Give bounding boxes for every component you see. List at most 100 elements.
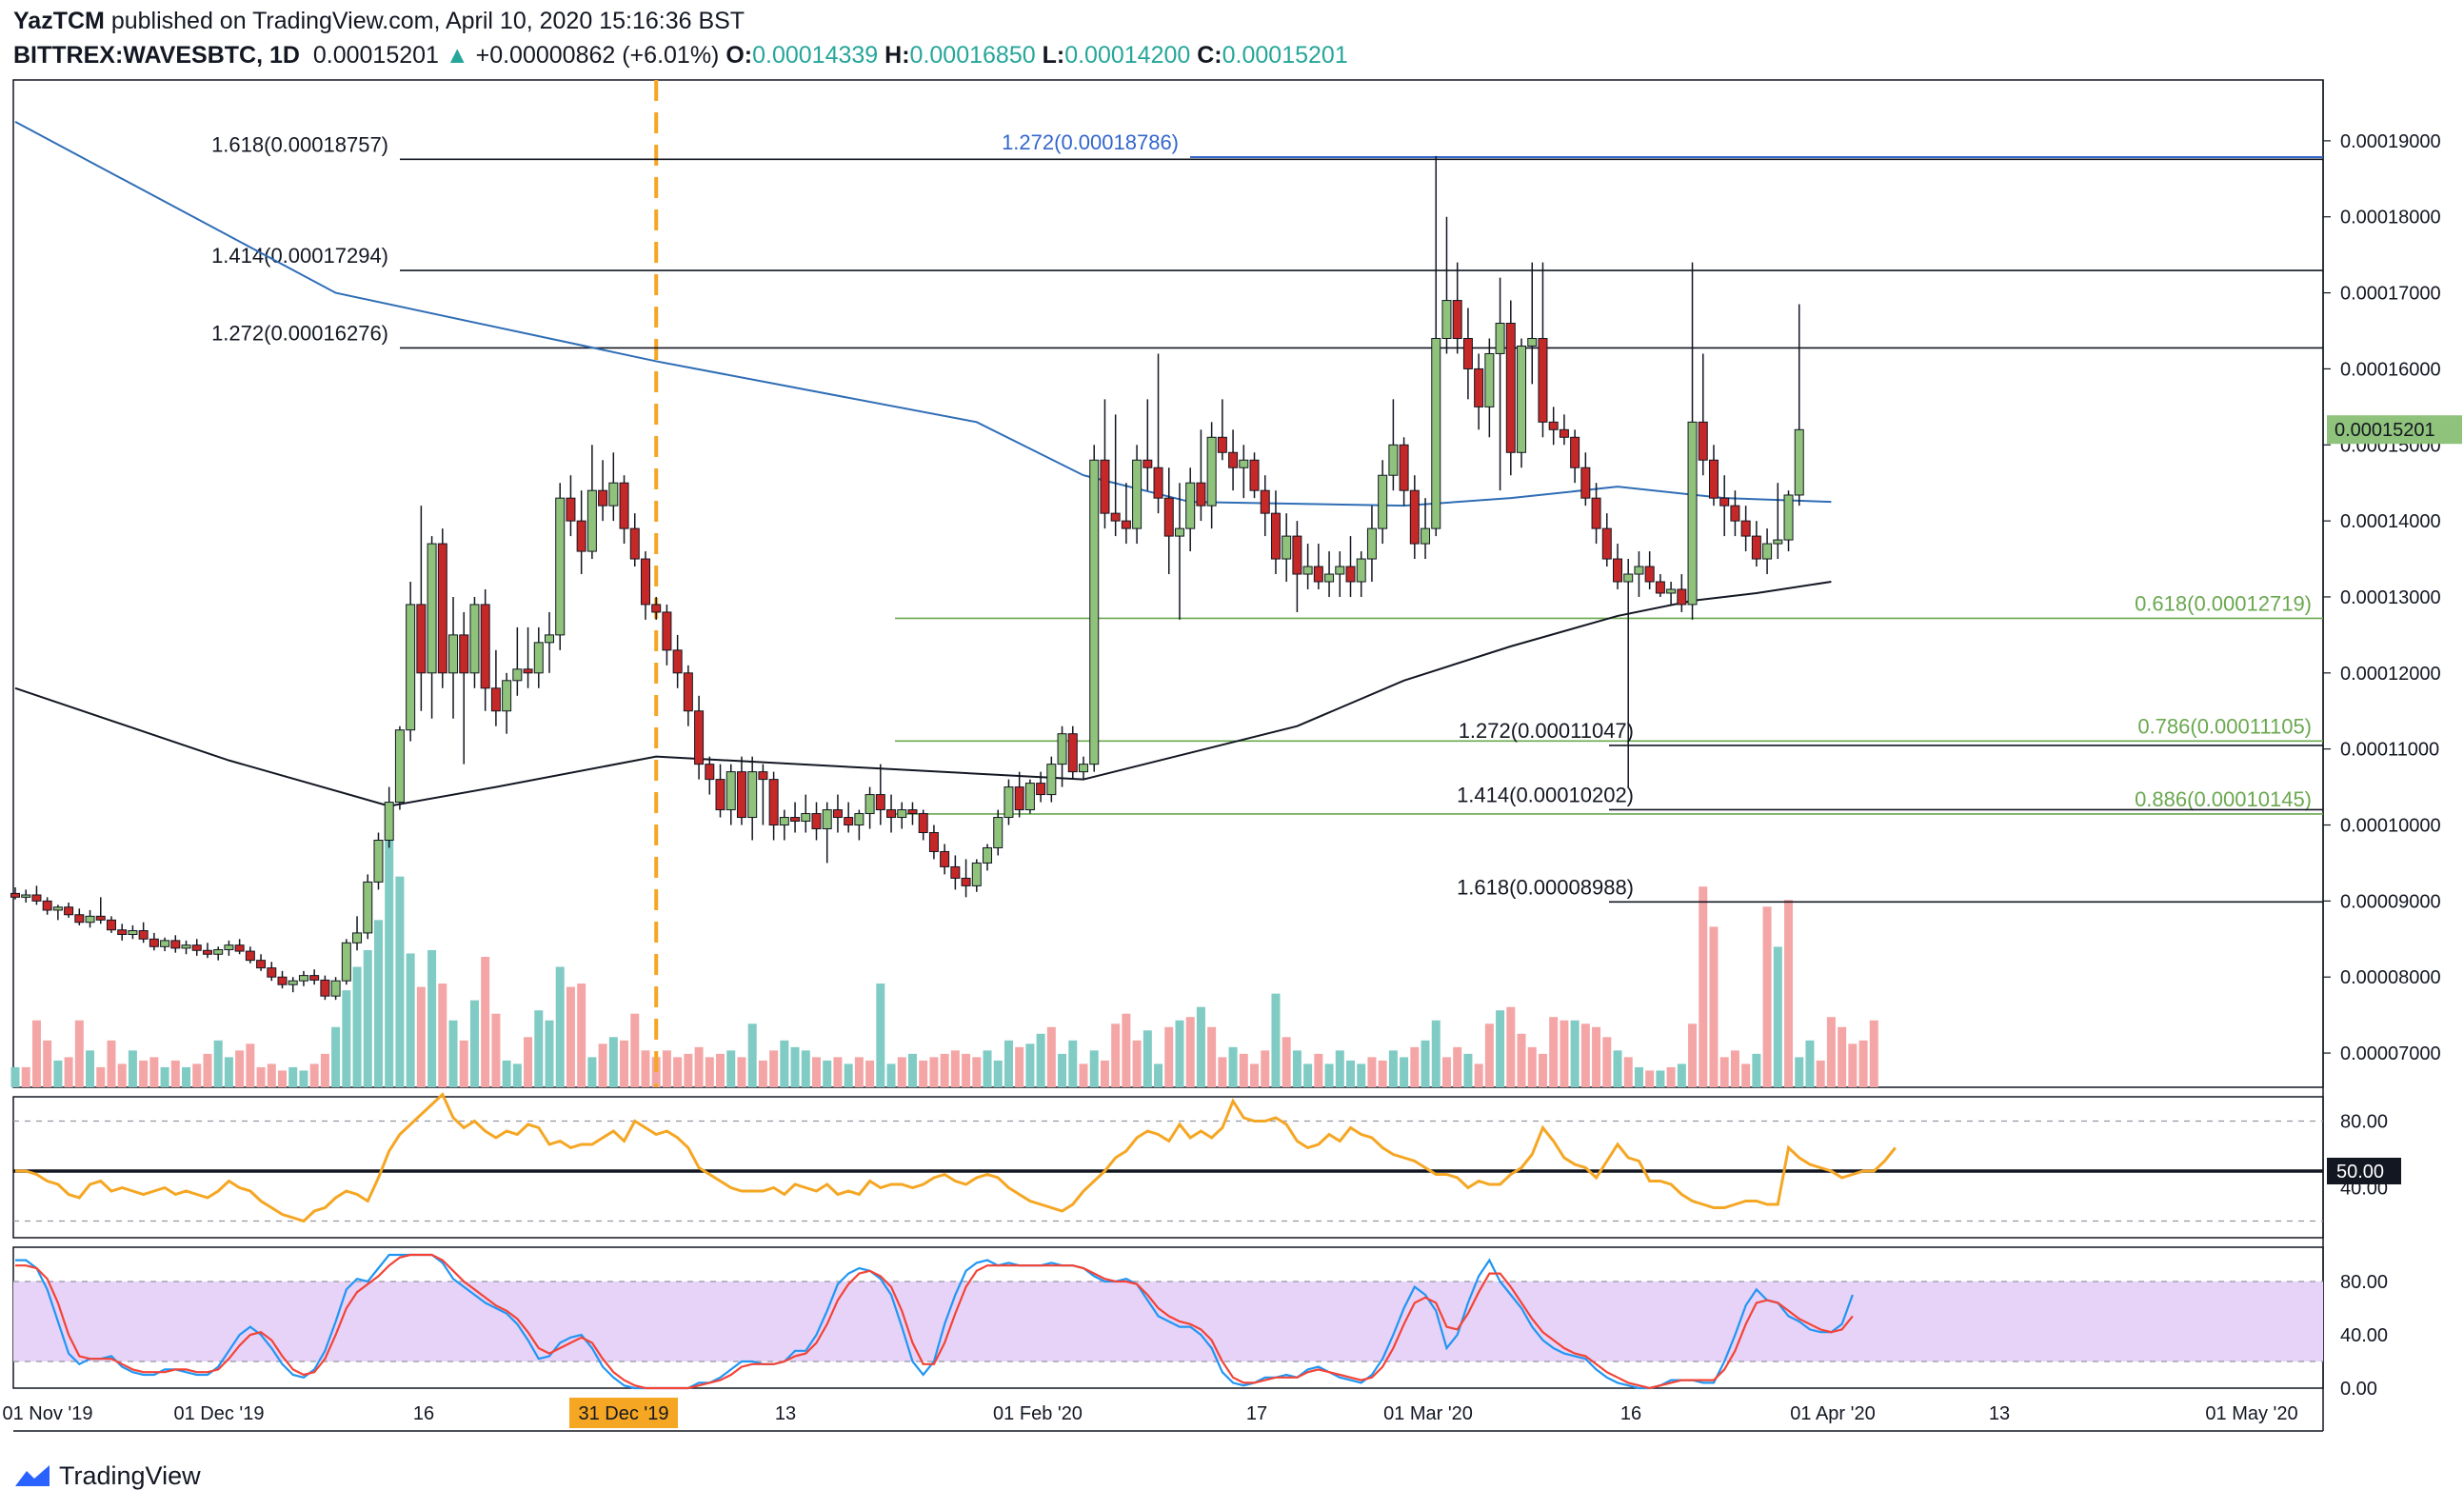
candle-body bbox=[940, 850, 950, 867]
volume-bar bbox=[1773, 946, 1782, 1087]
time-tick-label: 13 bbox=[775, 1403, 796, 1424]
tradingview-logo[interactable]: TradingView bbox=[13, 1457, 201, 1495]
volume-bar bbox=[1580, 1023, 1590, 1087]
fib-level-label: 1.618(0.00018757) bbox=[211, 132, 388, 156]
candle-body bbox=[1484, 352, 1495, 407]
candle-body bbox=[886, 809, 897, 819]
candle-body bbox=[288, 980, 298, 985]
volume-bar bbox=[534, 1010, 544, 1087]
volume-bar bbox=[769, 1050, 779, 1087]
candle-body bbox=[1057, 733, 1067, 765]
candle-body bbox=[1452, 300, 1462, 339]
volume-bar bbox=[587, 1057, 597, 1087]
candle-body bbox=[1196, 482, 1206, 507]
volume-bar bbox=[331, 1026, 341, 1087]
price-tick-label: 0.00014000 bbox=[2340, 511, 2441, 532]
volume-bar bbox=[373, 920, 383, 1087]
candle-body bbox=[149, 938, 159, 947]
candle-body bbox=[1580, 467, 1591, 499]
tradingview-logo-icon bbox=[15, 1465, 50, 1486]
candle-body bbox=[1495, 323, 1505, 354]
candle-body bbox=[1708, 459, 1719, 499]
volume-bar bbox=[1805, 1040, 1815, 1087]
chart-area[interactable]: 1.618(0.00018757) 1.414(0.00017294) 1.272(… bbox=[0, 76, 2464, 1447]
candle-body bbox=[928, 832, 939, 852]
candle-body bbox=[801, 813, 811, 823]
candle-body bbox=[918, 813, 928, 834]
time-tick-label: 01 Mar '20 bbox=[1383, 1403, 1473, 1424]
candle-body bbox=[320, 979, 330, 997]
candle-body bbox=[170, 940, 181, 949]
volume-bar bbox=[919, 1060, 928, 1087]
candle-body bbox=[160, 940, 170, 947]
volume-bar bbox=[630, 1013, 640, 1087]
open-label: O: bbox=[725, 42, 753, 69]
candle-body bbox=[1570, 436, 1580, 468]
candle-body bbox=[1110, 512, 1121, 522]
candle-body bbox=[1462, 337, 1473, 369]
candle-body bbox=[1740, 520, 1751, 537]
volume-bar bbox=[1314, 1053, 1323, 1087]
volume-bar bbox=[780, 1040, 789, 1087]
volume-bar bbox=[481, 956, 490, 1087]
volume-bar bbox=[844, 1063, 853, 1087]
volume-bar bbox=[235, 1050, 245, 1087]
volume-bar bbox=[1677, 1063, 1686, 1087]
time-tick-label: 01 Dec '19 bbox=[174, 1403, 265, 1424]
candle-body bbox=[1794, 428, 1804, 496]
volume-bar bbox=[716, 1053, 725, 1087]
volume-bar bbox=[1015, 1046, 1024, 1087]
candle-body bbox=[52, 906, 63, 911]
fib-level-label: 1.414(0.00017294) bbox=[211, 244, 388, 268]
volume-bar bbox=[1592, 1026, 1601, 1087]
rsi-line bbox=[15, 1091, 1897, 1223]
volume-bar bbox=[1346, 1060, 1355, 1087]
volume-bar bbox=[886, 1063, 896, 1087]
author-name[interactable]: YazTCM bbox=[13, 8, 105, 34]
time-tick-label: 16 bbox=[413, 1403, 434, 1424]
volume-bar bbox=[182, 1066, 191, 1087]
volume-bar bbox=[1036, 1033, 1045, 1087]
candle-body bbox=[181, 944, 191, 949]
symbol-label[interactable]: BITTREX:WAVESBTC, 1D bbox=[13, 42, 300, 69]
low-label: L: bbox=[1042, 42, 1065, 69]
candle-body bbox=[191, 944, 202, 951]
volume-bar bbox=[1752, 1053, 1761, 1087]
volume-bar bbox=[1132, 1040, 1142, 1087]
volume-bar bbox=[53, 1060, 63, 1087]
price-tick-label: 0.00019000 bbox=[2340, 131, 2441, 152]
candle-body bbox=[427, 543, 437, 674]
volume-bar bbox=[1154, 1063, 1163, 1087]
volume-bar bbox=[684, 1053, 693, 1087]
candle-body bbox=[1474, 368, 1484, 407]
volume-bar bbox=[512, 1063, 522, 1087]
volume-bar bbox=[1656, 1070, 1665, 1087]
candle-body bbox=[341, 942, 351, 982]
volume-bar bbox=[1453, 1046, 1462, 1087]
moving-average-line bbox=[14, 121, 1832, 507]
candle-body bbox=[662, 611, 672, 651]
volume-bar bbox=[299, 1070, 308, 1087]
volume-bar bbox=[662, 1050, 671, 1087]
candle-body bbox=[1431, 337, 1441, 529]
volume-bar bbox=[1025, 1043, 1035, 1087]
candle-body bbox=[394, 729, 405, 804]
candle-body bbox=[1143, 459, 1153, 468]
fib-level-label: 1.618(0.00008988) bbox=[1457, 875, 1634, 899]
candle-body bbox=[85, 915, 95, 924]
volume-bar bbox=[1538, 1053, 1547, 1087]
volume-bar bbox=[1826, 1017, 1836, 1087]
volume-bar bbox=[1239, 1053, 1248, 1087]
volume-bar bbox=[962, 1053, 971, 1087]
candle-body bbox=[1163, 497, 1174, 537]
candle-body bbox=[1206, 436, 1217, 507]
candle-body bbox=[1623, 573, 1634, 583]
candle-body bbox=[545, 634, 554, 644]
volume-bar bbox=[673, 1057, 683, 1087]
candle-body bbox=[1378, 474, 1388, 529]
candle-body bbox=[1174, 527, 1184, 537]
candle-body bbox=[1666, 588, 1677, 594]
low-value: 0.00014200 bbox=[1064, 42, 1191, 69]
volume-bar bbox=[950, 1050, 960, 1087]
volume-bar bbox=[1848, 1043, 1858, 1087]
